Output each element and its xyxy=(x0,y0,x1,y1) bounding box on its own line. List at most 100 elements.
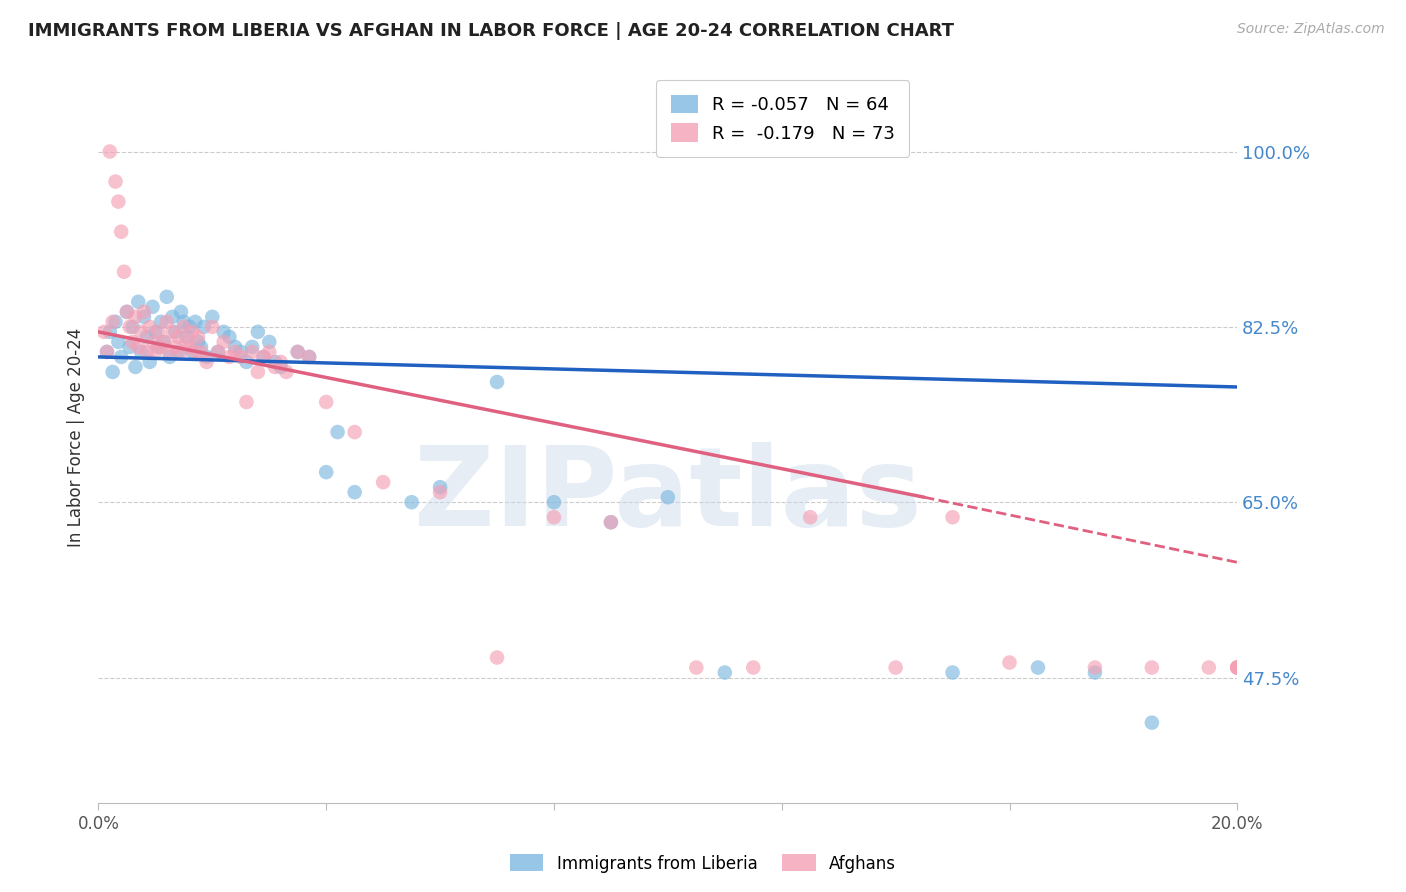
Point xyxy=(270,355,292,369)
Point xyxy=(252,350,274,364)
Point xyxy=(543,510,565,524)
Point xyxy=(264,355,287,369)
Point xyxy=(401,495,423,509)
Point xyxy=(127,340,149,354)
Text: ZIPatlas: ZIPatlas xyxy=(413,442,922,549)
Point xyxy=(129,345,152,359)
Point xyxy=(107,194,129,209)
Point xyxy=(315,395,337,409)
Point xyxy=(156,290,179,304)
Point xyxy=(135,330,157,344)
Point xyxy=(145,325,167,339)
Point xyxy=(93,325,115,339)
Point xyxy=(98,145,121,159)
Point xyxy=(104,315,127,329)
Point xyxy=(165,325,187,339)
Point xyxy=(942,665,965,680)
Point xyxy=(101,315,124,329)
Point xyxy=(184,315,207,329)
Point xyxy=(264,359,287,374)
Text: Source: ZipAtlas.com: Source: ZipAtlas.com xyxy=(1237,22,1385,37)
Point xyxy=(159,350,181,364)
Point xyxy=(112,265,135,279)
Point xyxy=(1140,715,1163,730)
Point xyxy=(167,330,190,344)
Point xyxy=(1226,660,1249,674)
Point xyxy=(138,355,160,369)
Point xyxy=(884,660,907,674)
Point xyxy=(270,359,292,374)
Text: IMMIGRANTS FROM LIBERIA VS AFGHAN IN LABOR FORCE | AGE 20-24 CORRELATION CHART: IMMIGRANTS FROM LIBERIA VS AFGHAN IN LAB… xyxy=(28,22,955,40)
Point xyxy=(195,355,218,369)
Point xyxy=(121,319,143,334)
Point xyxy=(150,340,173,354)
Point xyxy=(201,310,224,324)
Point xyxy=(343,425,366,439)
Point xyxy=(235,395,257,409)
Point xyxy=(135,345,157,359)
Point xyxy=(98,325,121,339)
Point xyxy=(190,345,212,359)
Point xyxy=(153,334,176,349)
Point xyxy=(246,325,269,339)
Point xyxy=(229,350,252,364)
Point xyxy=(195,350,218,364)
Point xyxy=(145,345,167,359)
Point xyxy=(276,365,298,379)
Point xyxy=(179,340,201,354)
Point xyxy=(326,425,349,439)
Point xyxy=(259,345,281,359)
Point xyxy=(184,345,207,359)
Point xyxy=(600,515,623,529)
Point xyxy=(170,345,193,359)
Point xyxy=(162,325,184,339)
Point xyxy=(343,485,366,500)
Point xyxy=(486,650,509,665)
Point xyxy=(218,350,240,364)
Point xyxy=(429,480,451,494)
Point xyxy=(742,660,765,674)
Point xyxy=(150,315,173,329)
Point xyxy=(187,330,209,344)
Point xyxy=(600,515,623,529)
Point xyxy=(141,300,163,314)
Point xyxy=(167,345,190,359)
Point xyxy=(799,510,821,524)
Point xyxy=(240,345,263,359)
Point xyxy=(287,345,309,359)
Point xyxy=(240,340,263,354)
Point xyxy=(96,345,118,359)
Point xyxy=(657,490,679,504)
Point xyxy=(371,475,394,490)
Point xyxy=(685,660,707,674)
Point xyxy=(1084,665,1107,680)
Point xyxy=(1226,660,1249,674)
Point xyxy=(298,350,321,364)
Point xyxy=(212,325,235,339)
Point xyxy=(141,334,163,349)
Point xyxy=(193,319,215,334)
Legend: Immigrants from Liberia, Afghans: Immigrants from Liberia, Afghans xyxy=(503,847,903,880)
Point xyxy=(132,310,155,324)
Point xyxy=(110,350,132,364)
Point xyxy=(315,465,337,479)
Point xyxy=(138,319,160,334)
Point xyxy=(235,355,257,369)
Point xyxy=(218,330,240,344)
Point xyxy=(129,325,152,339)
Point xyxy=(287,345,309,359)
Point xyxy=(224,345,246,359)
Point xyxy=(96,345,118,359)
Point xyxy=(486,375,509,389)
Point xyxy=(187,334,209,349)
Point xyxy=(1226,660,1249,674)
Point xyxy=(165,340,187,354)
Point xyxy=(121,334,143,349)
Point xyxy=(124,359,146,374)
Point xyxy=(101,365,124,379)
Point xyxy=(714,665,737,680)
Point xyxy=(942,510,965,524)
Point xyxy=(1198,660,1220,674)
Point xyxy=(153,334,176,349)
Point xyxy=(1226,660,1249,674)
